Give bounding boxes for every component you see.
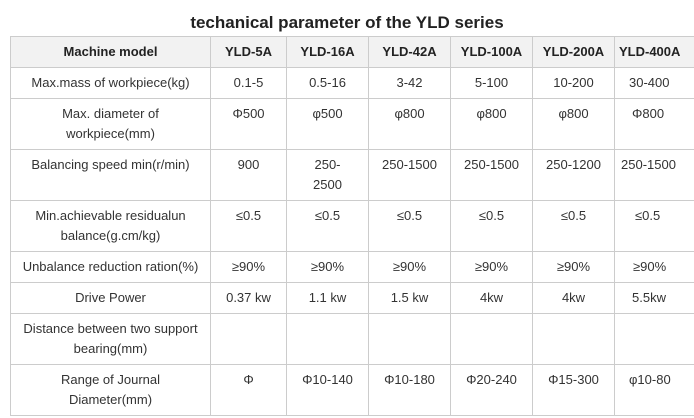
- parameter-table-container: Machine model YLD-5A YLD-16A YLD-42A YLD…: [10, 36, 694, 418]
- header-model: YLD-100A: [450, 36, 533, 68]
- table-cell: ≥90%: [532, 251, 615, 283]
- table-cell: 250-2500: [286, 149, 369, 201]
- header-model: YLD-200A: [532, 36, 615, 68]
- table-cell: 0.37 kw: [210, 282, 287, 314]
- table-cell: 0.5-16: [286, 67, 369, 99]
- table-cell: ≥90%: [368, 251, 451, 283]
- table-cell: ≥90%: [286, 251, 369, 283]
- table-cell: 30-400: [614, 67, 694, 99]
- table-cell: [532, 313, 615, 365]
- table-cell: 250-1500: [614, 149, 694, 201]
- row-label-text: Min.achievable residualun balance(g.cm/k…: [35, 208, 186, 243]
- row-label: Range of Journal Diameter(mm): [10, 364, 211, 416]
- table-cell: 250-1500: [368, 149, 451, 201]
- row-label: Unbalance reduction ration(%): [10, 251, 211, 283]
- table-cell: 3-42: [368, 67, 451, 99]
- table-row: Distance between two support bearing(mm): [10, 313, 694, 365]
- table-row: Max. diameter of workpiece(mm) Φ500 φ500…: [10, 98, 694, 150]
- row-label-text: Distance between two support bearing(mm): [23, 321, 198, 356]
- table-cell: ≤0.5: [210, 200, 287, 252]
- row-label: Min.achievable residualun balance(g.cm/k…: [10, 200, 211, 252]
- header-model: YLD-5A: [210, 36, 287, 68]
- table-cell: ≤0.5: [368, 200, 451, 252]
- table-cell: 1.5 kw: [368, 282, 451, 314]
- table-cell: ≥90%: [450, 251, 533, 283]
- table-cell: φ800: [368, 98, 451, 150]
- table-cell: 5-100: [450, 67, 533, 99]
- table-header-row: Machine model YLD-5A YLD-16A YLD-42A YLD…: [10, 36, 694, 68]
- row-label: Distance between two support bearing(mm): [10, 313, 211, 365]
- table-cell: Φ10-180: [368, 364, 451, 416]
- row-label: Balancing speed min(r/min): [10, 149, 211, 201]
- table-cell: Φ500: [210, 98, 287, 150]
- table-row: Drive Power 0.37 kw 1.1 kw 1.5 kw 4kw 4k…: [10, 282, 694, 314]
- table-cell: 10-200: [532, 67, 615, 99]
- table-cell: ≤0.5: [532, 200, 615, 252]
- table-cell: Φ: [210, 364, 287, 416]
- table-cell: [210, 313, 287, 365]
- table-cell: φ800: [450, 98, 533, 150]
- table-cell: 250-1200: [532, 149, 615, 201]
- table-cell: 4kw: [450, 282, 533, 314]
- table-cell: 250-1500: [450, 149, 533, 201]
- table-cell: Φ15-300: [532, 364, 615, 416]
- table-cell: 0.1-5: [210, 67, 287, 99]
- table-cell: ≥90%: [210, 251, 287, 283]
- row-label: Drive Power: [10, 282, 211, 314]
- table-cell: [368, 313, 451, 365]
- table-cell: [450, 313, 533, 365]
- table-cell: ≤0.5: [450, 200, 533, 252]
- table-cell: ≥90%: [614, 251, 694, 283]
- table-cell: φ500: [286, 98, 369, 150]
- table-cell: φ800: [532, 98, 615, 150]
- row-label: Max. diameter of workpiece(mm): [10, 98, 211, 150]
- table-cell: [614, 313, 694, 365]
- table-cell: Φ10-140: [286, 364, 369, 416]
- table-row: Min.achievable residualun balance(g.cm/k…: [10, 200, 694, 252]
- table-cell: 1.1 kw: [286, 282, 369, 314]
- header-model: YLD-42A: [368, 36, 451, 68]
- table-cell: 4kw: [532, 282, 615, 314]
- table-row: Max.mass of workpiece(kg) 0.1-5 0.5-16 3…: [10, 67, 694, 99]
- page-title: techanical parameter of the YLD series: [190, 13, 504, 32]
- table-cell: 900: [210, 149, 287, 201]
- table-cell: ≤0.5: [286, 200, 369, 252]
- table-row: Unbalance reduction ration(%) ≥90% ≥90% …: [10, 251, 694, 283]
- header-model: YLD-400A: [614, 36, 694, 68]
- header-machine-model: Machine model: [10, 36, 211, 68]
- table-row: Balancing speed min(r/min) 900 250-2500 …: [10, 149, 694, 201]
- row-label-text: Max. diameter of workpiece(mm): [62, 106, 159, 141]
- table-cell: φ10-80: [614, 364, 694, 416]
- table-cell: Φ20-240: [450, 364, 533, 416]
- row-label: Max.mass of workpiece(kg): [10, 67, 211, 99]
- table-cell: ≤0.5: [614, 200, 694, 252]
- parameter-table: Machine model YLD-5A YLD-16A YLD-42A YLD…: [10, 36, 694, 416]
- table-row: Range of Journal Diameter(mm) Φ Φ10-140 …: [10, 364, 694, 416]
- table-cell: 5.5kw: [614, 282, 694, 314]
- table-cell: [286, 313, 369, 365]
- row-label-text: Range of Journal Diameter(mm): [60, 372, 160, 407]
- table-cell-text: 250-2500: [313, 157, 342, 192]
- table-cell: Φ800: [614, 98, 694, 150]
- header-model: YLD-16A: [286, 36, 369, 68]
